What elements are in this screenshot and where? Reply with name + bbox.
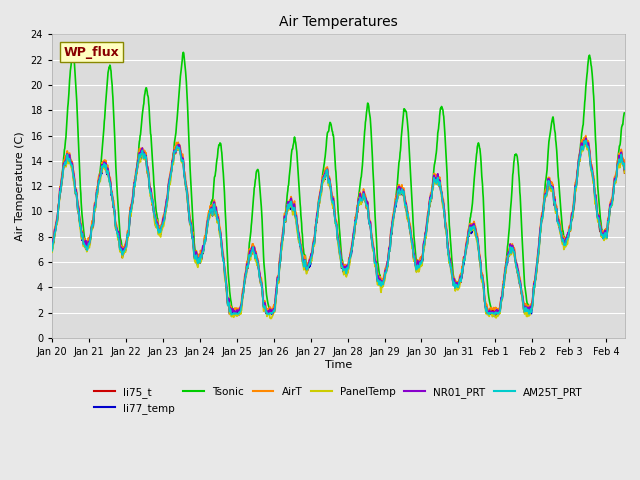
AirT: [484, 308, 492, 313]
Line: AM25T_PRT: AM25T_PRT: [52, 141, 625, 315]
Line: li77_temp: li77_temp: [52, 143, 625, 317]
li75_t: [313, 216, 321, 221]
PanelTemp: [324, 175, 332, 181]
PanelTemp: [313, 215, 321, 220]
AirT: [323, 164, 331, 170]
Line: li75_t: li75_t: [52, 139, 625, 315]
AM25T_PRT: [313, 215, 321, 220]
li75_t: [580, 136, 588, 142]
AM25T_PRT: [582, 138, 589, 144]
NR01_PRT: [313, 211, 321, 216]
PanelTemp: [580, 139, 588, 145]
li77_temp: [313, 219, 321, 225]
NR01_PRT: [138, 146, 145, 152]
AirT: [138, 146, 145, 152]
AirT: [474, 231, 481, 237]
Y-axis label: Air Temperature (C): Air Temperature (C): [15, 132, 25, 241]
Tsonic: [48, 246, 56, 252]
NR01_PRT: [582, 135, 589, 141]
Line: PanelTemp: PanelTemp: [52, 142, 625, 319]
Line: AirT: AirT: [52, 135, 625, 311]
li75_t: [614, 161, 621, 167]
li77_temp: [582, 140, 589, 145]
Tsonic: [234, 310, 242, 315]
Tsonic: [474, 141, 482, 147]
PanelTemp: [474, 243, 481, 249]
AM25T_PRT: [324, 172, 332, 178]
AM25T_PRT: [614, 161, 621, 167]
li77_temp: [621, 168, 628, 174]
Legend: li75_t, li77_temp, Tsonic, AirT, PanelTemp, NR01_PRT, AM25T_PRT: li75_t, li77_temp, Tsonic, AirT, PanelTe…: [90, 383, 587, 418]
Tsonic: [558, 221, 566, 227]
Text: WP_flux: WP_flux: [63, 46, 119, 59]
PanelTemp: [614, 165, 621, 170]
AM25T_PRT: [557, 234, 565, 240]
Tsonic: [614, 156, 621, 162]
PanelTemp: [557, 238, 565, 243]
NR01_PRT: [48, 243, 56, 249]
li75_t: [138, 149, 145, 155]
li75_t: [324, 171, 332, 177]
li77_temp: [48, 247, 56, 253]
AirT: [313, 216, 321, 221]
PanelTemp: [267, 316, 275, 322]
li77_temp: [492, 314, 499, 320]
li75_t: [48, 243, 56, 249]
li77_temp: [614, 161, 621, 167]
li77_temp: [138, 149, 145, 155]
li75_t: [232, 312, 239, 318]
NR01_PRT: [614, 160, 621, 166]
AirT: [582, 132, 589, 138]
li75_t: [621, 170, 628, 176]
NR01_PRT: [621, 167, 628, 172]
li77_temp: [557, 235, 565, 241]
AirT: [614, 157, 621, 163]
Title: Air Temperatures: Air Temperatures: [279, 15, 397, 29]
li75_t: [557, 231, 565, 237]
Tsonic: [324, 129, 332, 135]
Tsonic: [138, 120, 145, 125]
PanelTemp: [621, 170, 628, 176]
PanelTemp: [48, 249, 56, 255]
Tsonic: [314, 212, 321, 218]
Line: Tsonic: Tsonic: [52, 52, 625, 312]
AM25T_PRT: [48, 248, 56, 253]
NR01_PRT: [230, 311, 238, 316]
NR01_PRT: [557, 233, 565, 239]
li77_temp: [474, 236, 481, 242]
AirT: [621, 162, 628, 168]
AM25T_PRT: [228, 312, 236, 318]
NR01_PRT: [324, 170, 332, 176]
Line: NR01_PRT: NR01_PRT: [52, 138, 625, 313]
AM25T_PRT: [138, 151, 145, 157]
li75_t: [474, 238, 481, 244]
li77_temp: [323, 168, 331, 173]
AM25T_PRT: [474, 240, 481, 245]
NR01_PRT: [474, 237, 481, 242]
X-axis label: Time: Time: [324, 360, 352, 370]
AirT: [557, 231, 565, 237]
AirT: [48, 241, 56, 247]
Tsonic: [180, 49, 188, 55]
PanelTemp: [138, 152, 145, 158]
Tsonic: [621, 110, 628, 116]
AM25T_PRT: [621, 166, 628, 172]
